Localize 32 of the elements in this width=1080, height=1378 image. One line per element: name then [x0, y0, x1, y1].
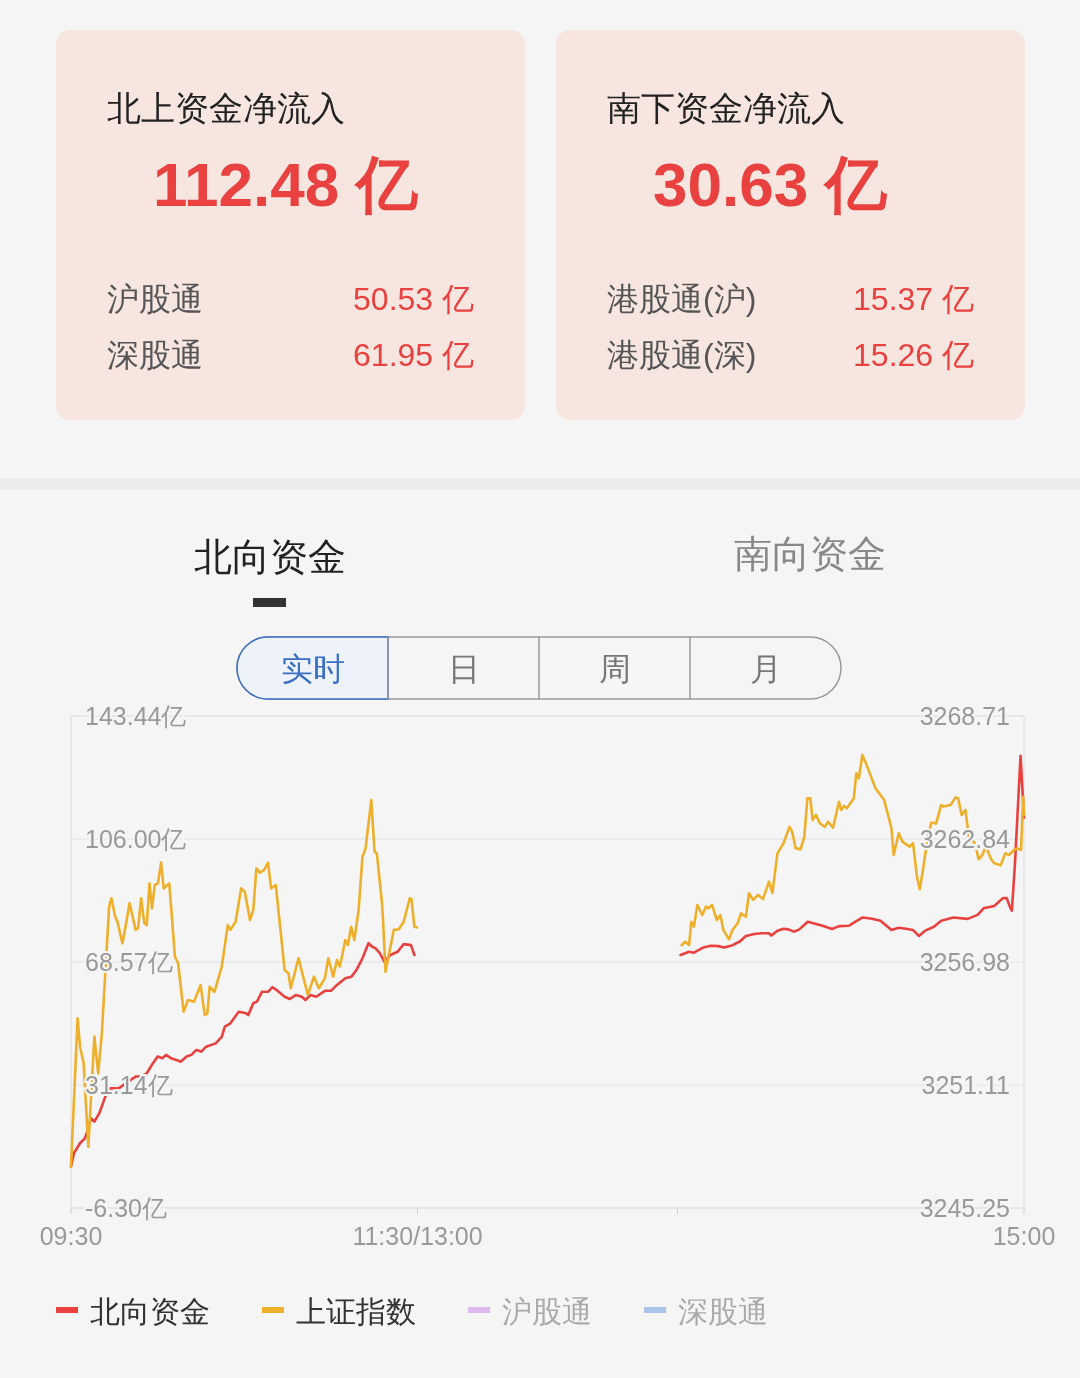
text: 港股通(深) — [607, 337, 757, 373]
x-tick-label: 11:30/13:00 — [352, 1222, 483, 1250]
x-tick-label: 15:00 — [992, 1222, 1056, 1250]
text: 北向资金 — [194, 536, 346, 578]
x-tick-label: 09:30 — [39, 1222, 103, 1250]
legend-label: 深股通 — [678, 1294, 768, 1328]
y2-tick-label: 3256.98 — [919, 947, 1010, 976]
y2-tick-label: 3268.71 — [919, 701, 1010, 730]
y2-tick-label: 3251.11 — [921, 1070, 1010, 1099]
y-tick-label: 106.00亿 — [85, 824, 187, 853]
text: 112.48 亿 — [153, 150, 420, 219]
text: 61.95 亿 — [353, 337, 474, 373]
text: 实时 — [280, 651, 345, 687]
text: 深股通 — [107, 337, 203, 373]
text: 日 — [447, 651, 480, 687]
text: 港股通(沪) — [607, 281, 757, 317]
text: 北上资金净流入 — [107, 89, 345, 127]
text: 月 — [749, 651, 782, 687]
text: 15.26 亿 — [853, 337, 974, 373]
y-tick-label: 143.44亿 — [85, 701, 187, 730]
text: 50.53 亿 — [353, 281, 474, 317]
y-tick-label: -6.30亿 — [85, 1193, 167, 1222]
legend-label: 上证指数 — [296, 1294, 416, 1328]
y2-tick-label: 3245.25 — [919, 1193, 1010, 1222]
text: 30.63 亿 — [653, 150, 889, 219]
text: 南向资金 — [734, 533, 886, 575]
legend-label: 北向资金 — [90, 1294, 210, 1328]
legend-label: 沪股通 — [502, 1294, 592, 1328]
text: 周 — [598, 651, 631, 687]
text: 南下资金净流入 — [607, 89, 845, 127]
text: 15.37 亿 — [853, 281, 974, 317]
text: 沪股通 — [107, 281, 203, 317]
